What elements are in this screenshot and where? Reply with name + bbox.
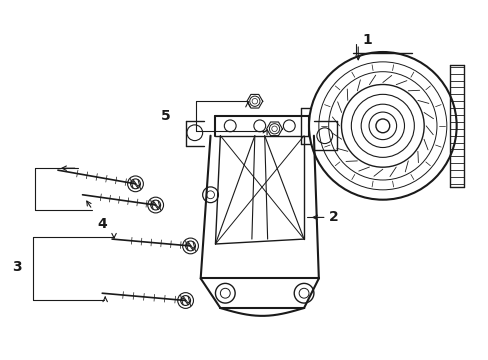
Circle shape [180,296,190,305]
Text: 1: 1 [362,33,371,47]
Text: 4: 4 [97,217,107,231]
Text: 2: 2 [328,210,338,224]
Text: 5: 5 [161,109,171,123]
Circle shape [150,200,160,210]
Text: 3: 3 [12,260,21,274]
Circle shape [130,179,140,189]
Circle shape [185,241,195,251]
